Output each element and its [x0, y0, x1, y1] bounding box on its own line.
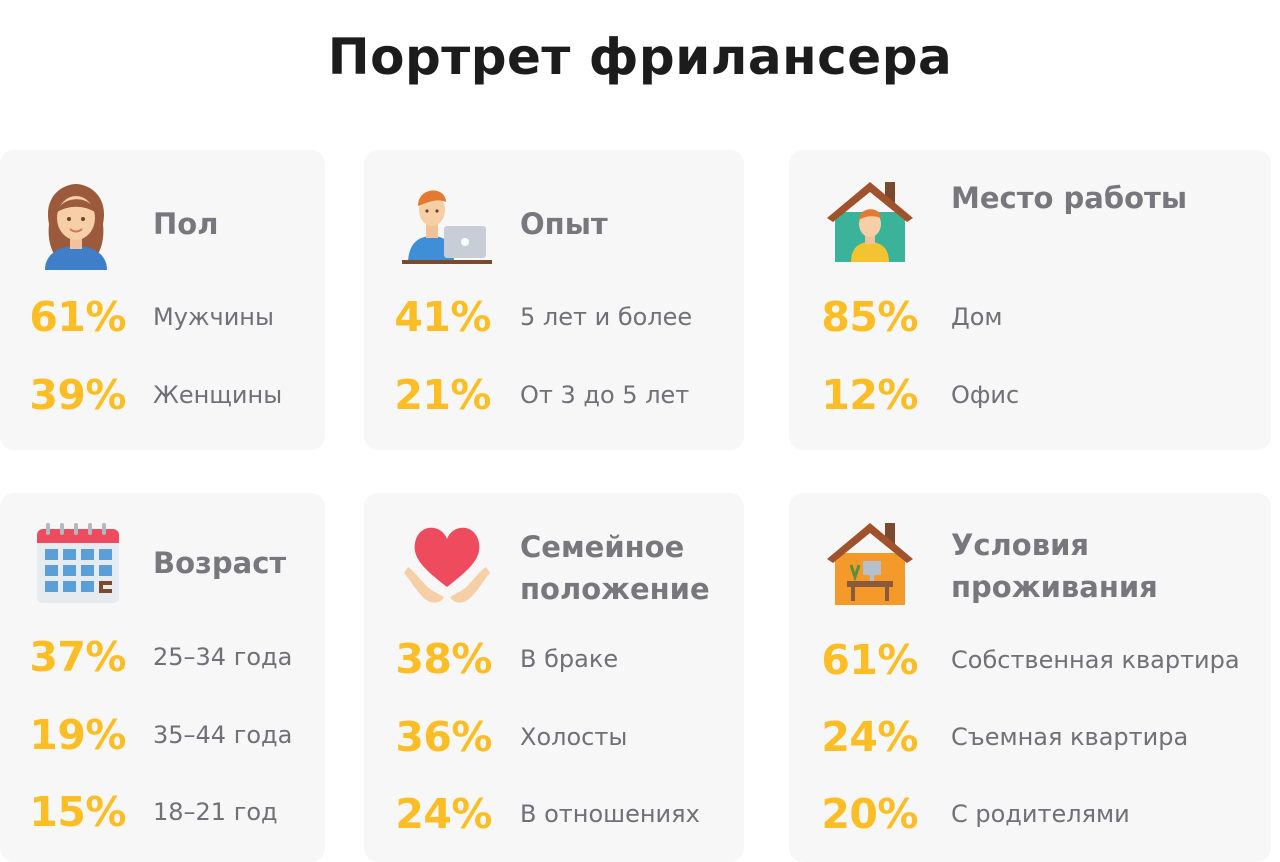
stat-value: 20%: [821, 790, 918, 838]
stat-label: В отношениях: [520, 800, 700, 828]
card-title: Опыт: [520, 207, 608, 241]
stat-label: 18–21 год: [153, 798, 278, 826]
card-title: Место работы: [951, 181, 1188, 215]
stat-row: 36% Холосты: [364, 707, 744, 767]
stat-row: 15% 18–21 год: [0, 782, 325, 842]
stat-row: 61% Собственная квартира: [789, 630, 1271, 690]
card-workplace: Место работы 85% Дом 12% Офис: [789, 150, 1271, 450]
stat-row: 19% 35–44 года: [0, 705, 325, 765]
card-marital: Семейное положение 38% В браке 36% Холос…: [364, 493, 744, 862]
stat-value: 19%: [29, 711, 126, 759]
stat-value: 85%: [821, 293, 918, 341]
stat-value: 21%: [394, 371, 491, 419]
stat-label: Дом: [951, 303, 1003, 331]
stat-row: 20% С родителями: [789, 784, 1271, 844]
card-living: Условия проживания 61% Собственная кварт…: [789, 493, 1271, 862]
stat-label: 5 лет и более: [520, 303, 693, 331]
man-laptop-icon: [402, 180, 492, 270]
stat-row: 38% В браке: [364, 629, 744, 689]
stat-row: 61% Мужчины: [0, 287, 325, 347]
house-person-icon: [825, 176, 915, 266]
stat-label: Офис: [951, 381, 1020, 409]
stat-label: Холосты: [520, 723, 628, 751]
stat-label: 35–44 года: [153, 721, 293, 749]
stat-value: 39%: [29, 371, 126, 419]
stat-label: Мужчины: [153, 303, 274, 331]
stat-value: 36%: [395, 713, 492, 761]
stat-value: 15%: [29, 788, 126, 836]
stat-row: 12% Офис: [789, 365, 1271, 425]
stat-value: 61%: [29, 293, 126, 341]
stat-value: 41%: [394, 293, 491, 341]
stat-row: 39% Женщины: [0, 365, 325, 425]
card-title: Возраст: [153, 546, 287, 580]
stat-label: С родителями: [951, 800, 1130, 828]
stat-value: 37%: [29, 633, 126, 681]
stat-label: Собственная квартира: [951, 646, 1240, 674]
stat-value: 24%: [821, 713, 918, 761]
stat-row: 41% 5 лет и более: [364, 287, 744, 347]
card-title: Условия проживания: [951, 528, 1158, 604]
stat-row: 24% Съемная квартира: [789, 707, 1271, 767]
heart-hands-icon: [402, 517, 492, 607]
woman-avatar-icon: [31, 180, 121, 270]
card-title: Пол: [153, 207, 219, 241]
card-gender: Пол 61% Мужчины 39% Женщины: [0, 150, 325, 450]
card-title: Семейное положение: [520, 530, 710, 606]
stat-row: 85% Дом: [789, 287, 1271, 347]
stat-value: 24%: [395, 790, 492, 838]
stat-label: В браке: [520, 645, 619, 673]
card-experience: Опыт 41% 5 лет и более 21% От 3 до 5 лет: [364, 150, 744, 450]
stat-label: От 3 до 5 лет: [520, 381, 690, 409]
stat-row: 24% В отношениях: [364, 784, 744, 844]
card-age: Возраст 37% 25–34 года 19% 35–44 года 15…: [0, 493, 325, 862]
stat-row: 37% 25–34 года: [0, 627, 325, 687]
calendar-icon: [33, 519, 123, 609]
page-title: Портрет фрилансера: [327, 28, 953, 86]
stat-value: 61%: [821, 636, 918, 684]
house-desk-icon: [825, 517, 915, 607]
stat-row: 21% От 3 до 5 лет: [364, 365, 744, 425]
stat-value: 12%: [821, 371, 918, 419]
stat-label: Съемная квартира: [951, 723, 1189, 751]
stat-label: 25–34 года: [153, 643, 293, 671]
stat-label: Женщины: [153, 381, 283, 409]
stat-value: 38%: [395, 635, 492, 683]
